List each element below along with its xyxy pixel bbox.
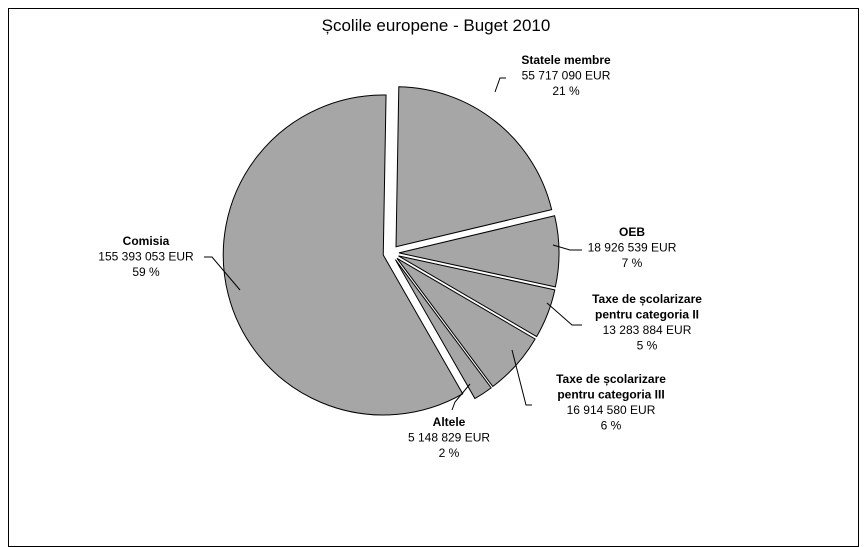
pie-slice-comisia [222, 94, 464, 416]
slice-name-label: Taxe de școlarizare [556, 372, 666, 386]
slice-name-label: pentru categoria III [557, 388, 664, 402]
slice-amount-label: 55 717 090 EUR [522, 69, 611, 83]
slice-name-label: Taxe de școlarizare [592, 292, 702, 306]
slice-percent-label: 2 % [439, 446, 460, 460]
slice-percent-label: 21 % [552, 84, 580, 98]
slice-name-label: Altele [433, 415, 466, 429]
leader-line [546, 302, 582, 326]
pie-slices [222, 86, 560, 416]
chart-title: Școlile europene - Buget 2010 [322, 16, 551, 35]
slice-label: Taxe de școlarizare pentru categoria II13… [592, 292, 702, 353]
slice-amount-label: 13 283 884 EUR [603, 323, 692, 337]
slice-amount-label: 5 148 829 EUR [408, 431, 490, 445]
pie-slice-taxe-de-colarizare-pentru-categoria-iii [396, 257, 536, 388]
slice-percent-label: 7 % [622, 256, 643, 270]
leader-line [204, 256, 241, 291]
slice-percent-label: 6 % [601, 419, 622, 433]
pie-slice-oeb [398, 215, 560, 288]
slice-name-label: Statele membre [521, 53, 611, 67]
pie-slice-taxe-de-colarizare-pentru-categoria-ii [398, 255, 556, 338]
slice-amount-label: 155 393 053 EUR [98, 250, 194, 264]
slice-amount-label: 16 914 580 EUR [567, 403, 656, 417]
slice-name-label: pentru categoria II [595, 308, 699, 322]
slice-percent-label: 59 % [132, 265, 160, 279]
slice-name-label: OEB [619, 225, 645, 239]
leader-lines [204, 77, 582, 411]
slice-percent-label: 5 % [637, 339, 658, 353]
leader-line [494, 77, 506, 93]
leader-line [511, 349, 532, 406]
slice-label: Taxe de școlarizare pentru categoria III1… [556, 372, 666, 433]
slice-amount-label: 18 926 539 EUR [588, 241, 677, 255]
slice-name-label: Comisia [123, 234, 170, 248]
leader-line [451, 383, 471, 411]
pie-slice-altele [394, 259, 492, 400]
pie-slice-statele-membre [395, 86, 553, 248]
leader-line [552, 244, 582, 251]
